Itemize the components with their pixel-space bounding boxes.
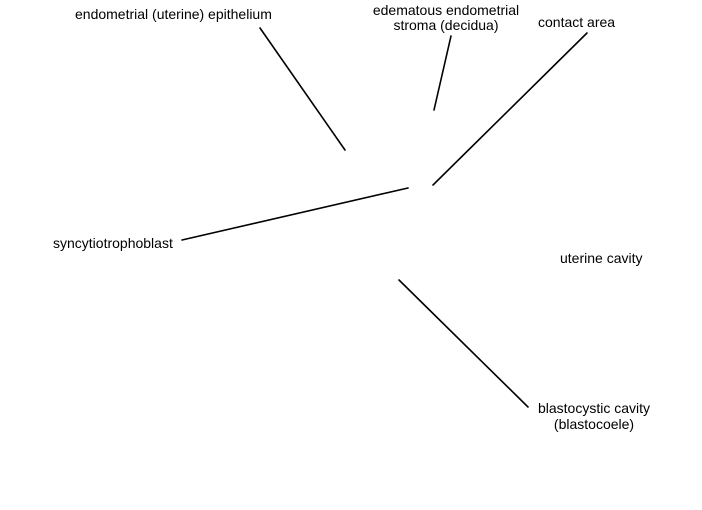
leader-line-syncytiotrophoblast: [181, 187, 409, 241]
label-blastocystic-cavity: blastocystic cavity (blastocoele): [537, 400, 651, 432]
label-uterine-cavity: uterine cavity: [560, 250, 643, 266]
label-contact-area: contact area: [538, 14, 616, 30]
leader-line-endometrial-epithelium: [259, 27, 346, 151]
leader-line-blastocystic-cavity: [398, 279, 529, 408]
label-syncytiotrophoblast: syncytiotrophoblast: [53, 235, 173, 251]
leader-line-edematous-stroma: [433, 35, 452, 111]
leader-line-contact-area: [432, 32, 588, 186]
label-endometrial-epithelium: endometrial (uterine) epithelium: [75, 6, 272, 22]
label-edematous-endometrial-stroma: edematous endometrial stroma (decidua): [372, 2, 520, 33]
